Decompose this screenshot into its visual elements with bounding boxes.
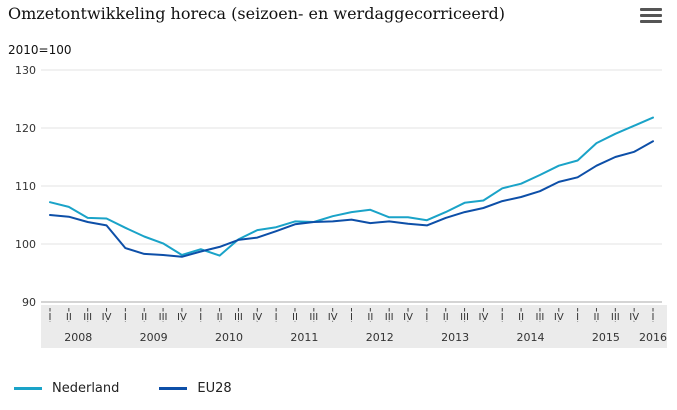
series-lines (49, 116, 654, 258)
year-label-2016: 2016 (639, 331, 667, 344)
quarter-label-7: IV (177, 312, 187, 323)
quarter-label-32: I (652, 312, 655, 323)
hamburger-menu-icon[interactable] (640, 8, 662, 26)
y-tick-label-130: 130 (15, 64, 36, 77)
y-tick-labels: 90 100 110 120 130 (15, 64, 36, 309)
legend-item-nederland[interactable]: Nederland (14, 381, 119, 396)
y-axis-unit-label: 2010=100 (8, 43, 72, 57)
quarter-label-27: IV (554, 312, 564, 323)
year-label-2015: 2015 (592, 331, 620, 344)
y-tick-label-120: 120 (15, 122, 36, 135)
chart-title: Omzetontwikkeling horeca (seizoen- en we… (8, 4, 505, 23)
x-axis-band: I II III IV I II III IV I II III IV I II III IV I II III IV… (41, 305, 667, 348)
quarter-label-12: I (275, 312, 278, 323)
quarter-label-20: I (425, 312, 428, 323)
grid-lines (41, 69, 662, 303)
quarter-label-16: I (350, 312, 353, 323)
quarter-label-5: II (141, 312, 147, 323)
year-label-2009: 2009 (140, 331, 168, 344)
y-tick-label-90: 90 (22, 296, 36, 309)
legend: Nederland EU28 (14, 381, 232, 396)
quarter-label-29: II (594, 312, 600, 323)
quarter-label-23: IV (479, 312, 489, 323)
year-label-2008: 2008 (64, 331, 92, 344)
quarter-label-26: III (536, 312, 545, 323)
y-tick-label-100: 100 (15, 238, 36, 251)
legend-label-nederland: Nederland (52, 381, 120, 396)
year-label-2014: 2014 (517, 331, 545, 344)
quarter-label-10: III (234, 312, 243, 323)
year-label-2010: 2010 (215, 331, 243, 344)
quarter-label-18: III (385, 312, 394, 323)
quarter-label-13: II (292, 312, 298, 323)
quarter-label-31: IV (629, 312, 639, 323)
quarter-label-6: III (159, 312, 168, 323)
quarter-label-25: II (518, 312, 524, 323)
y-tick-label-110: 110 (15, 180, 36, 193)
year-label-2012: 2012 (366, 331, 394, 344)
quarter-label-22: III (460, 312, 469, 323)
quarter-label-9: II (217, 312, 223, 323)
quarter-label-14: III (309, 312, 318, 323)
legend-swatch-eu28 (159, 387, 188, 390)
quarter-label-8: I (199, 312, 202, 323)
x-axis-background (41, 305, 667, 348)
quarter-label-24: I (501, 312, 504, 323)
quarter-label-15: IV (328, 312, 338, 323)
quarter-label-30: III (611, 312, 620, 323)
quarter-label-4: I (124, 312, 127, 323)
quarter-label-17: II (367, 312, 373, 323)
quarter-label-19: IV (403, 312, 413, 323)
quarter-label-0: I (49, 312, 52, 323)
year-label-2011: 2011 (290, 331, 318, 344)
quarter-label-21: II (443, 312, 449, 323)
quarter-label-28: I (576, 312, 579, 323)
legend-item-eu28[interactable]: EU28 (159, 381, 232, 396)
quarter-label-3: IV (102, 312, 112, 323)
legend-swatch-nederland (14, 387, 42, 390)
quarter-label-2: III (83, 312, 92, 323)
series-line-eu28 (49, 140, 654, 258)
legend-label-eu28: EU28 (197, 381, 232, 396)
year-label-2013: 2013 (441, 331, 469, 344)
series-line-nederland (49, 116, 654, 257)
quarter-label-1: II (66, 312, 72, 323)
quarter-label-11: IV (252, 312, 262, 323)
